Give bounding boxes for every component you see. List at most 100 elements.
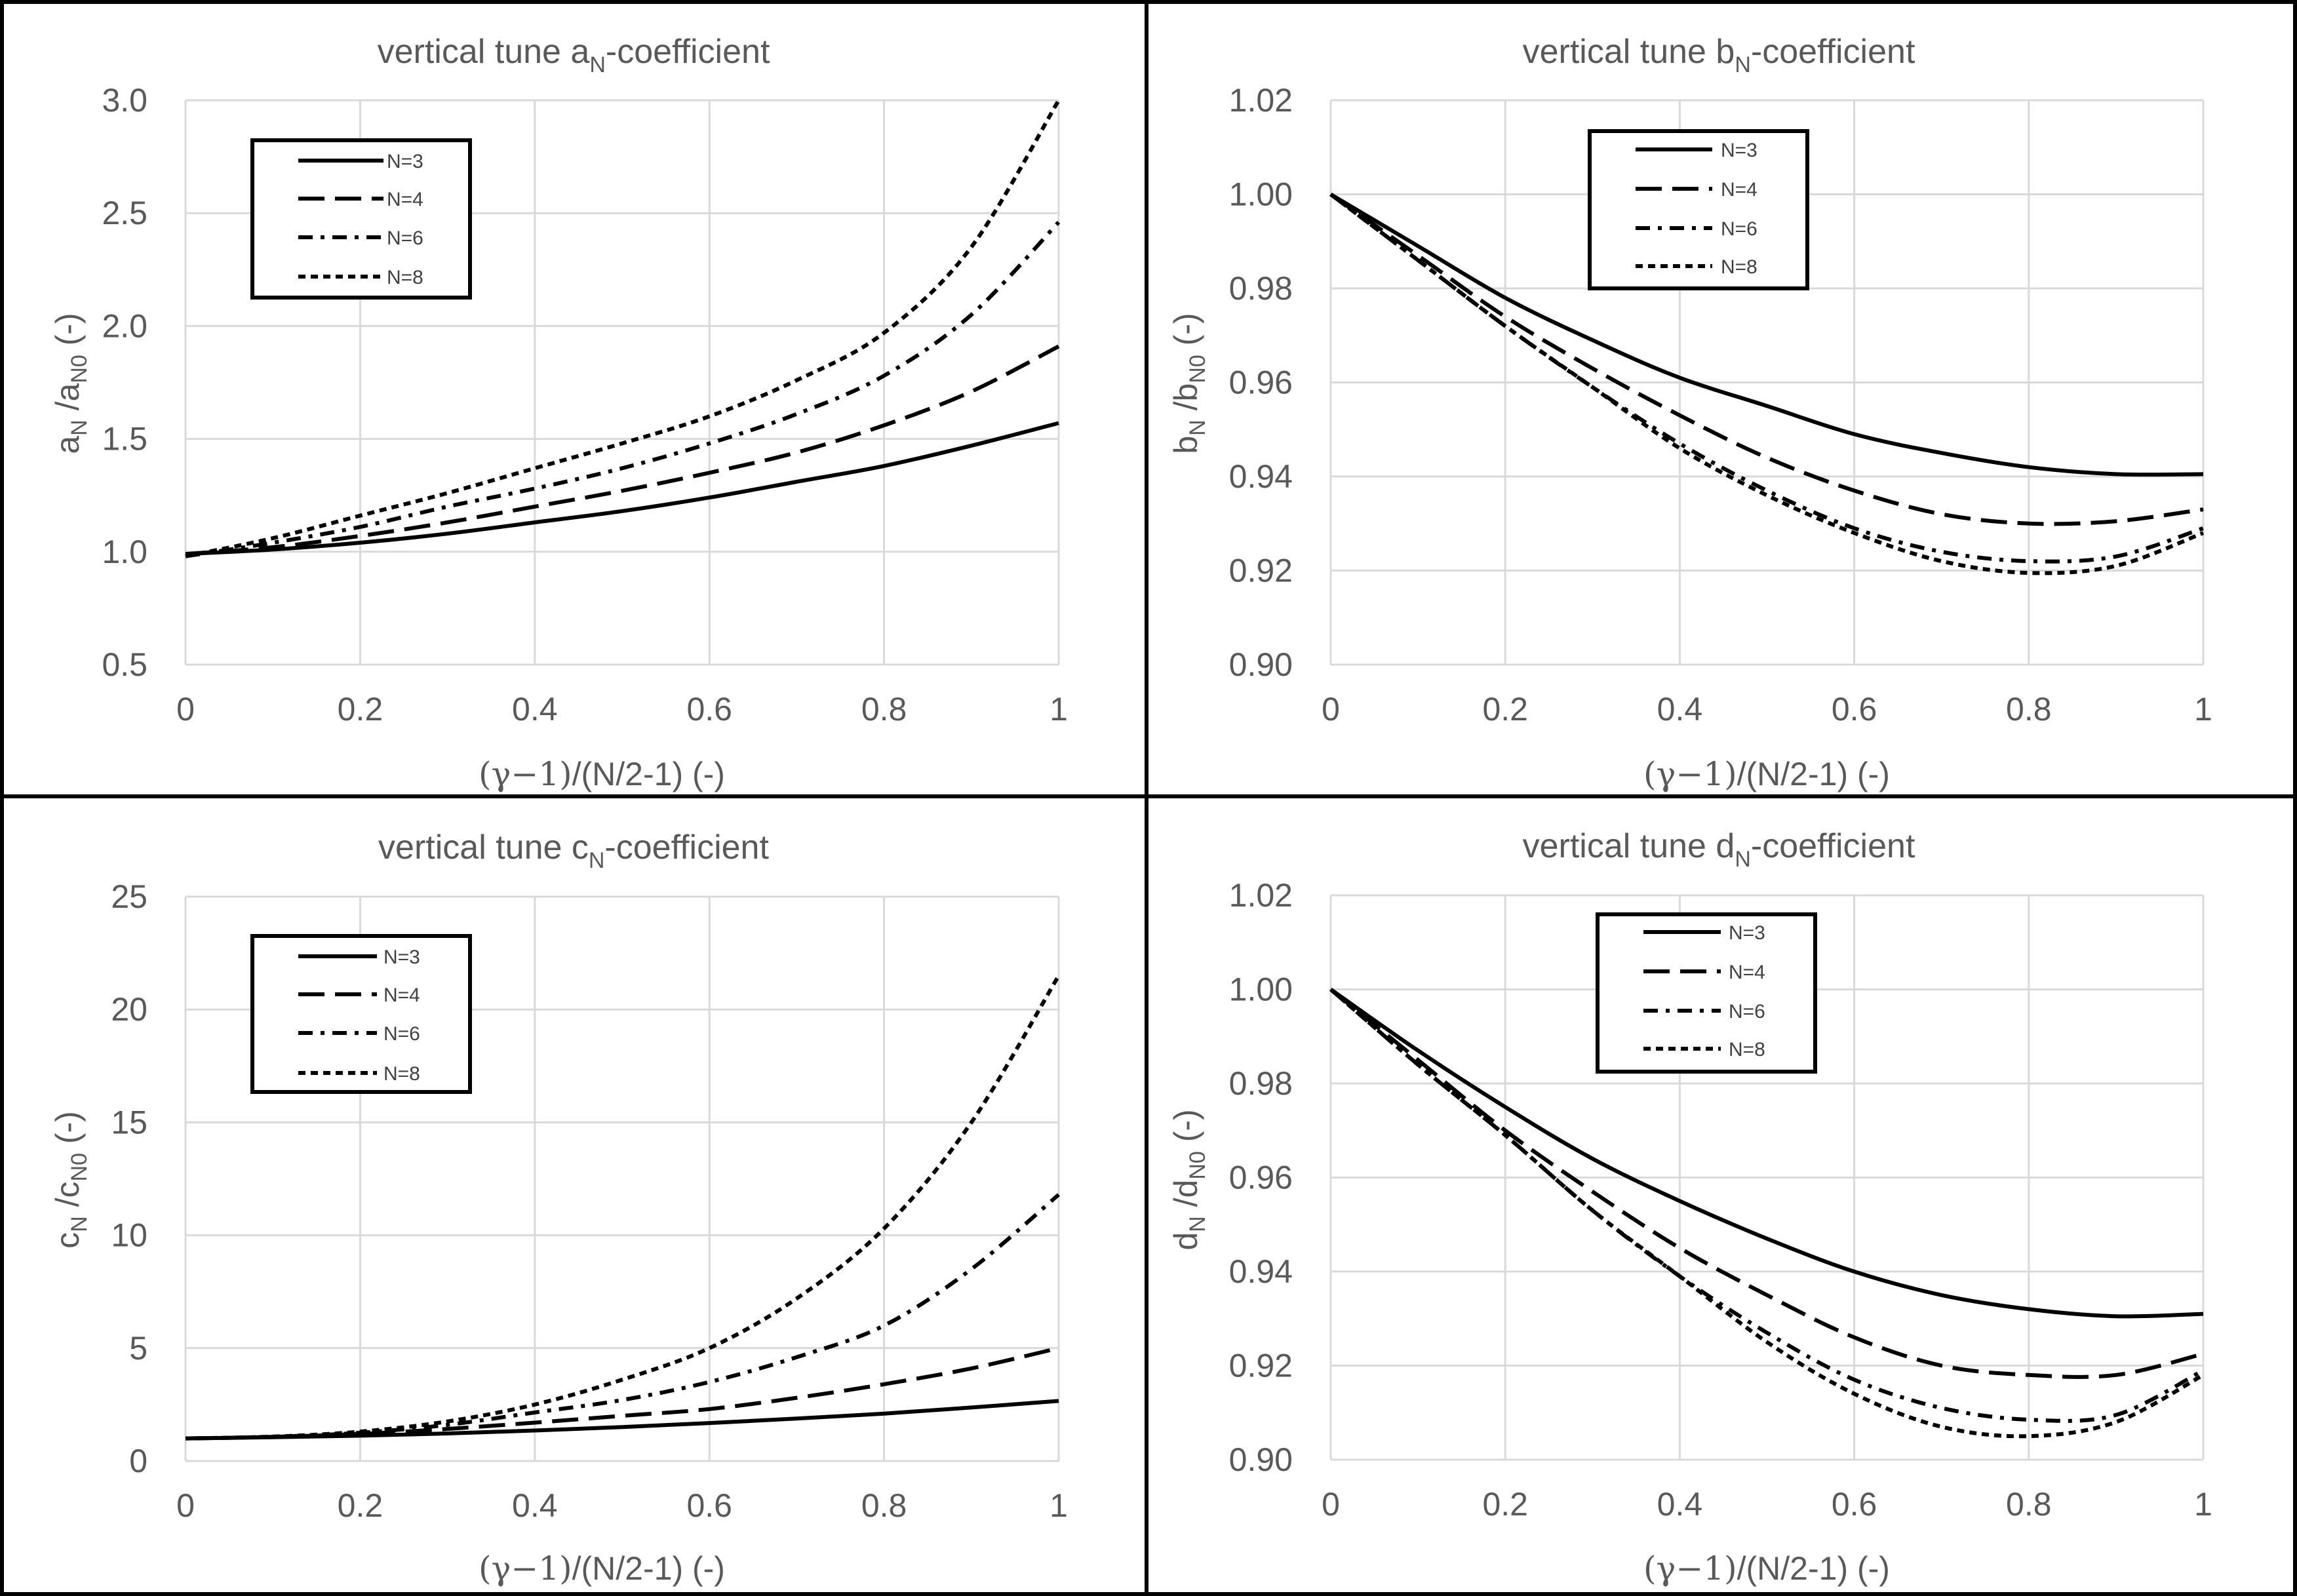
y-tick-labels: 0.90 0.92 0.94 0.96 0.98 1.00 1.02: [1229, 877, 1293, 1478]
x-tick-label: 0: [176, 1487, 195, 1524]
chart-panel-c-coefficient: vertical tune cN-coefficient 0510152025 …: [0, 794, 1148, 1596]
chart-title: vertical tune cN-coefficient: [378, 828, 769, 873]
series-layer: [1329, 988, 2205, 1439]
y-tick-label: 0.5: [102, 646, 147, 683]
series-line-n8: [1329, 193, 2205, 575]
x-tick-label: 0.8: [861, 1487, 907, 1524]
legend-label-n4: N=4: [1729, 962, 1765, 983]
y-tick-label: 1.0: [102, 534, 147, 570]
x-axis-title: (γ−1)/(N/2-1) (-): [1643, 755, 1890, 793]
series-layer: [1329, 192, 2205, 575]
legend-box: [250, 138, 472, 300]
x-tick-label: 0.6: [1832, 691, 1877, 728]
legend-label-n6: N=6: [1729, 1001, 1765, 1022]
y-axis-title: cN /cN0 (-): [49, 1111, 92, 1249]
x-tick-label: 0.6: [686, 1487, 732, 1524]
y-tick-label: 2.5: [102, 195, 147, 231]
legend-label-n8: N=8: [1729, 1039, 1765, 1061]
y-tick-label: 2.0: [102, 307, 147, 344]
x-axis-title: (γ−1)/(N/2-1) (-): [479, 1549, 725, 1587]
series-line-n3: [1329, 988, 2204, 1319]
y-tick-label: 0.96: [1229, 1159, 1293, 1196]
x-tick-label: 0: [1322, 1486, 1340, 1523]
y-tick-labels: 0 5 10 15 20 25: [111, 878, 147, 1479]
legend-box: [250, 934, 472, 1094]
legend: N=3 N=4 N=6 N=8: [250, 138, 472, 300]
y-tick-label: 0.98: [1229, 270, 1293, 307]
y-tick-label: 20: [111, 991, 147, 1028]
y-tick-labels: 0.90 0.92 0.94 0.96 0.98 1.00 1.02: [1229, 82, 1293, 683]
y-tick-label: 0.90: [1229, 1441, 1293, 1478]
x-tick-label: 0.4: [1657, 691, 1703, 728]
legend-label-n6: N=6: [387, 227, 423, 249]
x-tick-labels: 0 0.2 0.4 0.6 0.8 1: [176, 691, 1068, 728]
x-tick-label: 0.4: [1657, 1486, 1703, 1523]
x-tick-label: 0.2: [338, 691, 383, 728]
series-line-n3: [185, 421, 1059, 556]
legend-label-n8: N=8: [1721, 256, 1757, 278]
legend-label-n4: N=4: [383, 984, 420, 1006]
y-tick-labels: 0.5 1.0 1.5 2.0 2.5 3.0: [102, 82, 147, 683]
panel-frame: [1145, 794, 2297, 1596]
x-tick-label: 0.8: [2006, 1486, 2052, 1523]
legend-box: [1596, 912, 1817, 1074]
y-tick-label: 0.92: [1229, 1348, 1293, 1384]
series-line-n8: [1329, 988, 2205, 1439]
grid: [184, 895, 1060, 1462]
x-tick-label: 0: [176, 691, 195, 728]
x-tick-label: 1: [1050, 1487, 1068, 1524]
series-line-n4: [185, 344, 1060, 556]
x-tick-label: 0.6: [1832, 1486, 1877, 1523]
x-axis-title: (γ−1)/(N/2-1) (-): [1643, 1549, 1890, 1587]
y-tick-label: 1.02: [1229, 877, 1293, 914]
chart-panel-d-coefficient: vertical tune dN-coefficient 0.90 0.92 0.9…: [1145, 794, 2297, 1596]
y-tick-label: 0.92: [1229, 553, 1293, 589]
legend-label-n3: N=3: [383, 946, 420, 968]
x-tick-label: 0.6: [686, 691, 732, 728]
series-line-n6: [185, 220, 1061, 558]
x-tick-label: 0.8: [861, 691, 907, 728]
y-tick-label: 15: [111, 1104, 147, 1140]
legend-label-n3: N=3: [1721, 140, 1757, 161]
x-tick-label: 0.2: [1482, 691, 1528, 728]
x-tick-label: 0: [1322, 691, 1340, 728]
legend-label-n3: N=3: [387, 151, 423, 172]
legend-label-n3: N=3: [1729, 922, 1765, 944]
chart-title: vertical tune dN-coefficient: [1523, 827, 1915, 872]
series-line-n8: [185, 974, 1061, 1441]
y-tick-label: 1.02: [1229, 82, 1293, 119]
y-axis-title: dN /dN0 (-): [1168, 1109, 1210, 1250]
x-tick-label: 1: [2194, 1486, 2212, 1523]
y-tick-label: 25: [111, 878, 147, 915]
legend-box: [1588, 129, 1809, 290]
legend: N=3 N=4 N=6 N=8: [1588, 129, 1809, 290]
chart-title: vertical tune aN-coefficient: [378, 33, 770, 77]
series-line-n4: [1329, 988, 2204, 1379]
series-layer: [185, 99, 1061, 558]
series-line-n4: [1329, 193, 2204, 526]
x-tick-labels: 0 0.2 0.4 0.6 0.8 1: [176, 1487, 1068, 1524]
x-tick-label: 1: [2194, 691, 2212, 728]
y-tick-label: 0: [129, 1443, 147, 1479]
y-tick-label: 1.5: [102, 421, 147, 457]
x-tick-label: 0.4: [512, 691, 558, 728]
y-axis-title: bN /bN0 (-): [1168, 313, 1210, 454]
x-tick-labels: 0 0.2 0.4 0.6 0.8 1: [1322, 1486, 2212, 1523]
y-tick-label: 1.00: [1229, 971, 1293, 1008]
legend: N=3 N=4 N=6 N=8: [1596, 912, 1817, 1074]
y-tick-label: 3.0: [102, 82, 147, 119]
x-axis-title: (γ−1)/(N/2-1) (-): [479, 755, 725, 793]
x-tick-label: 1: [1050, 691, 1068, 728]
chart-panel-a-coefficient: vertical tune aN-coefficient 0.5 1.0 1.5 2.…: [0, 0, 1148, 798]
chart-panel-b-coefficient: vertical tune bN-coefficient 0.900.920.9…: [1145, 0, 2297, 798]
legend: N=3 N=4 N=6 N=8: [250, 934, 472, 1094]
legend-label-n8: N=8: [387, 267, 423, 288]
y-tick-label: 5: [129, 1330, 147, 1367]
y-axis-title: aN /aN0 (-): [49, 313, 92, 454]
y-tick-label: 0.96: [1229, 364, 1293, 401]
legend-label-n4: N=4: [1721, 179, 1757, 201]
x-tick-label: 0.2: [338, 1487, 383, 1524]
chart-title: vertical tune bN-coefficient: [1523, 33, 1915, 77]
series-line-n6: [185, 1193, 1060, 1441]
